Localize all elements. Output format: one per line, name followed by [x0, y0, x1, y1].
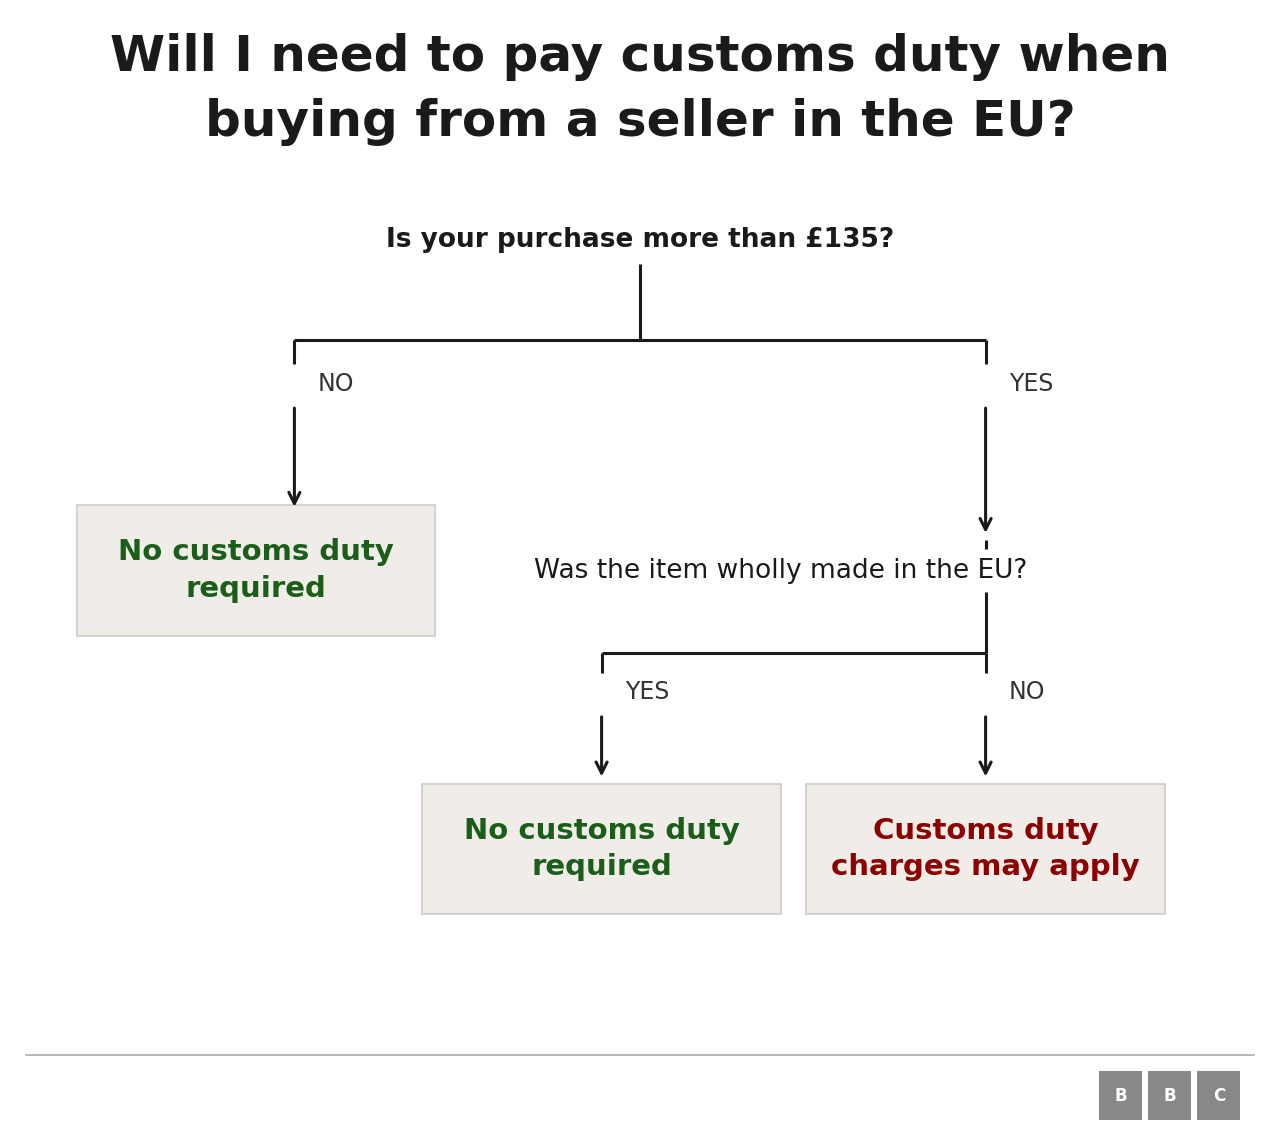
Text: No customs duty
required: No customs duty required: [463, 816, 740, 881]
Text: Customs duty
charges may apply: Customs duty charges may apply: [831, 816, 1140, 881]
Text: Was the item wholly made in the EU?: Was the item wholly made in the EU?: [534, 558, 1028, 584]
FancyBboxPatch shape: [77, 506, 435, 636]
Text: NO: NO: [317, 372, 355, 396]
FancyBboxPatch shape: [806, 784, 1165, 914]
Text: B: B: [1164, 1086, 1176, 1105]
Text: YES: YES: [1009, 372, 1053, 396]
Text: B: B: [1114, 1086, 1126, 1105]
Text: Is your purchase more than £135?: Is your purchase more than £135?: [385, 227, 895, 253]
Bar: [1100, 1072, 1142, 1120]
Text: Will I need to pay customs duty when
buying from a seller in the EU?: Will I need to pay customs duty when buy…: [110, 33, 1170, 146]
Bar: [1148, 1072, 1192, 1120]
FancyBboxPatch shape: [422, 784, 781, 914]
Text: YES: YES: [625, 680, 669, 704]
Text: No customs duty
required: No customs duty required: [118, 539, 394, 603]
Bar: [1197, 1072, 1240, 1120]
Text: C: C: [1212, 1086, 1225, 1105]
Text: NO: NO: [1009, 680, 1046, 704]
